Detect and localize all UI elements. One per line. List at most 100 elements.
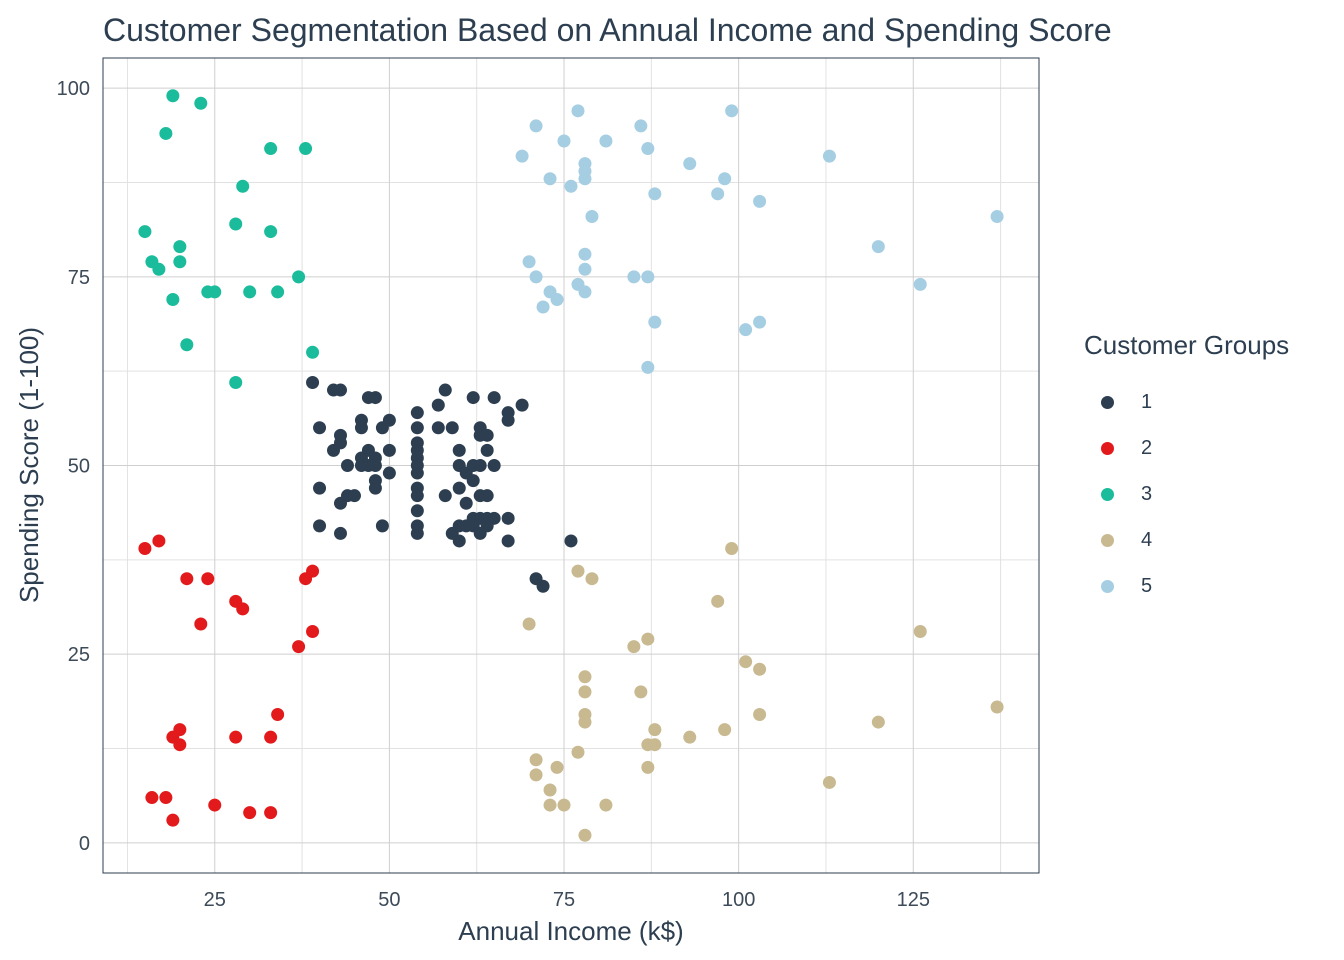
data-point — [599, 134, 613, 148]
data-point — [459, 496, 473, 510]
data-point — [641, 760, 655, 774]
data-point — [340, 459, 354, 472]
data-point — [648, 187, 662, 201]
data-point — [466, 474, 480, 488]
data-point — [431, 421, 445, 435]
y-tick-label: 50 — [68, 456, 90, 478]
data-point — [627, 270, 641, 284]
data-point — [236, 179, 250, 193]
data-point — [990, 700, 1004, 714]
data-point — [410, 406, 424, 420]
data-point — [166, 89, 180, 103]
legend-item: 4 — [1084, 517, 1289, 563]
y-axis-title: Spending Score (1-100) — [14, 327, 44, 603]
data-point — [683, 157, 697, 171]
data-point — [347, 489, 361, 503]
data-point — [368, 459, 382, 472]
data-point — [571, 564, 585, 578]
data-point — [578, 285, 592, 299]
data-point — [578, 262, 592, 276]
data-point — [529, 119, 543, 133]
data-point — [564, 534, 578, 548]
data-point — [557, 134, 571, 148]
data-point — [725, 542, 739, 556]
tick-labels: 25 50 75 100 125 0 25 50 75 100 — [57, 78, 930, 911]
data-point — [480, 443, 494, 457]
data-point — [445, 421, 459, 435]
data-point — [410, 504, 424, 518]
data-point — [564, 179, 578, 193]
data-point — [480, 489, 494, 503]
data-point — [229, 217, 243, 231]
data-point — [739, 323, 753, 337]
data-point — [739, 655, 753, 669]
data-point — [194, 96, 208, 110]
legend-item: 5 — [1084, 563, 1289, 609]
data-point — [368, 391, 382, 405]
data-point — [634, 685, 648, 699]
legend-swatch — [1101, 395, 1114, 409]
data-point — [306, 564, 320, 578]
y-tick-label: 75 — [68, 267, 90, 289]
legend-label: 2 — [1141, 436, 1153, 459]
x-tick-label: 75 — [553, 889, 575, 911]
x-tick-label: 25 — [204, 889, 226, 911]
data-point — [138, 542, 152, 556]
data-point — [718, 723, 732, 737]
data-point — [292, 270, 306, 284]
data-point — [382, 443, 396, 457]
data-point — [487, 459, 501, 472]
legend-label: 3 — [1141, 482, 1153, 505]
series-group-3 — [138, 89, 320, 389]
x-tick-label: 50 — [378, 889, 400, 911]
data-point — [543, 783, 557, 797]
data-point — [306, 375, 320, 389]
data-point — [313, 519, 327, 533]
data-point — [641, 632, 655, 646]
data-point — [152, 262, 166, 276]
data-point — [333, 526, 347, 540]
data-point — [522, 617, 536, 631]
data-point — [466, 391, 480, 405]
data-point — [753, 662, 767, 676]
plot-panel-border — [102, 57, 1040, 874]
data-point — [410, 489, 424, 503]
data-point — [536, 579, 550, 593]
data-point — [138, 225, 152, 239]
data-point — [375, 421, 389, 435]
legend-item: 2 — [1084, 425, 1289, 471]
data-point — [452, 534, 466, 548]
legend-items: 1 2 3 4 5 — [1084, 379, 1289, 609]
y-tick-label: 25 — [68, 644, 90, 666]
data-point — [264, 806, 278, 820]
data-point — [871, 240, 885, 254]
data-point — [550, 292, 564, 306]
data-point — [515, 398, 529, 412]
data-point — [822, 149, 836, 163]
data-point — [271, 285, 285, 299]
data-point — [173, 738, 187, 752]
data-point — [180, 572, 194, 586]
data-point — [578, 670, 592, 684]
data-point — [271, 708, 285, 722]
data-point — [578, 715, 592, 729]
series-group-2 — [138, 534, 320, 827]
data-point — [333, 383, 347, 397]
data-point — [718, 172, 732, 186]
data-point — [641, 360, 655, 374]
data-point — [711, 594, 725, 608]
data-point — [913, 277, 927, 291]
legend-swatch — [1101, 533, 1114, 547]
data-point — [333, 496, 347, 510]
data-point — [292, 640, 306, 654]
data-point — [208, 285, 222, 299]
data-point — [368, 481, 382, 495]
data-point — [578, 172, 592, 186]
legend: Customer Groups 1 2 3 4 5 — [1084, 330, 1289, 609]
data-point — [166, 292, 180, 306]
data-point — [410, 526, 424, 540]
legend-label: 1 — [1141, 390, 1153, 413]
data-points — [138, 89, 1004, 842]
data-point — [585, 209, 599, 223]
